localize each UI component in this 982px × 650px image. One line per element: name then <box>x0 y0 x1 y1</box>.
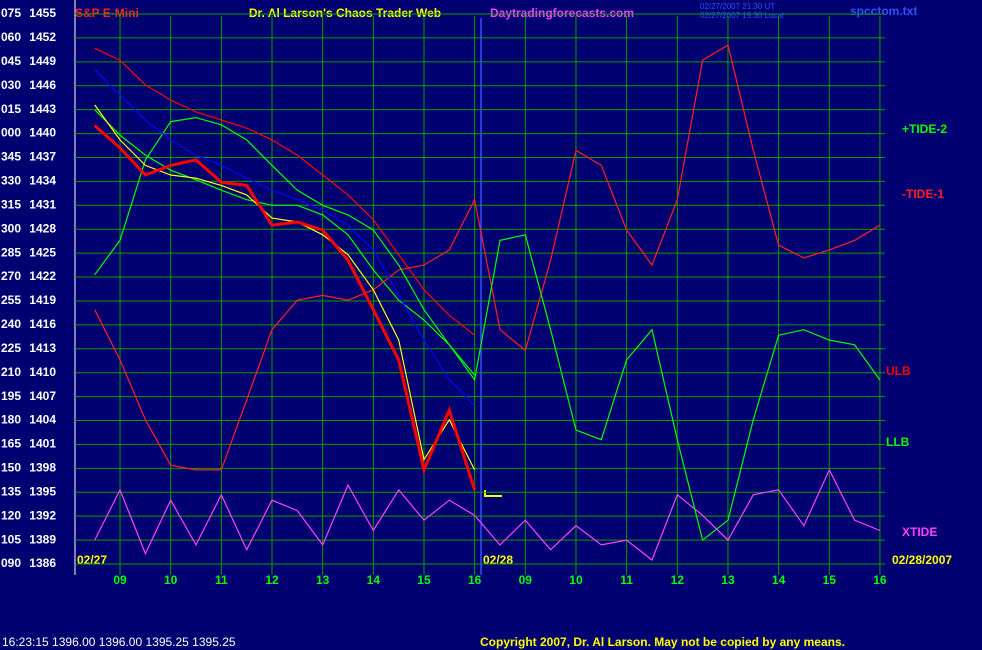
y-tick-label: 1413 <box>29 341 56 355</box>
x-tick-label: 10 <box>164 573 178 587</box>
angle-label: 285 <box>1 245 21 259</box>
legend-label: XTIDE <box>902 525 937 539</box>
website: Daytradingforecasts.com <box>490 6 634 20</box>
legend-label: ULB <box>886 364 911 378</box>
y-tick-label: 1392 <box>29 508 56 522</box>
angle-label: 135 <box>1 484 21 498</box>
series-line <box>94 109 476 376</box>
y-tick-label: 1395 <box>29 484 56 498</box>
angle-label: 225 <box>1 341 21 355</box>
date-label: 02/28/2007 <box>892 553 952 567</box>
y-tick-label: 1428 <box>29 221 56 235</box>
file-name: spcctom.txt <box>850 4 917 18</box>
series-line <box>94 69 476 406</box>
y-tick-label: 1440 <box>29 126 56 140</box>
y-tick-label: 1425 <box>29 245 56 259</box>
status-line: 16:23:15 1396.00 1396.00 1395.25 1395.25 <box>2 635 236 649</box>
angle-label: 270 <box>1 269 21 283</box>
angle-label: 210 <box>1 365 21 379</box>
x-tick-label: 13 <box>316 573 330 587</box>
angle-label: 195 <box>1 389 21 403</box>
legend-label: LLB <box>886 435 910 449</box>
angle-label: 180 <box>1 413 21 427</box>
angle-label: 150 <box>1 461 21 475</box>
timestamp: 02/27/2007 15:30 Local <box>700 11 784 20</box>
y-tick-label: 1434 <box>29 174 56 188</box>
angle-label: 120 <box>1 508 21 522</box>
y-tick-label: 1416 <box>29 317 56 331</box>
y-tick-label: 1443 <box>29 102 56 116</box>
x-tick-label: 14 <box>772 573 786 587</box>
y-tick-label: 1449 <box>29 54 56 68</box>
y-tick-label: 1404 <box>29 413 56 427</box>
date-label: 02/27 <box>77 553 107 567</box>
x-tick-label: 13 <box>721 573 735 587</box>
series-line <box>94 116 881 542</box>
angle-label: 060 <box>1 30 21 44</box>
x-tick-label: 16 <box>873 573 887 587</box>
y-tick-label: 1389 <box>29 532 56 546</box>
x-tick-label: 15 <box>417 573 431 587</box>
x-tick-label: 12 <box>671 573 685 587</box>
legend-label: +TIDE-2 <box>902 122 947 136</box>
y-tick-label: 1419 <box>29 293 56 307</box>
x-tick-label: 12 <box>265 573 279 587</box>
legend-label: -TIDE-1 <box>902 187 944 201</box>
series-line <box>94 47 475 336</box>
angle-label: 030 <box>1 78 21 92</box>
x-tick-label: 14 <box>367 573 381 587</box>
y-tick-label: 1452 <box>29 30 56 44</box>
x-tick-label: 09 <box>113 573 127 587</box>
angle-label: 255 <box>1 293 21 307</box>
angle-label: 075 <box>1 6 21 20</box>
angle-label: 000 <box>1 126 21 140</box>
series-line <box>94 468 881 561</box>
angle-label: 300 <box>1 221 21 235</box>
series-line <box>93 124 477 491</box>
angle-label: 045 <box>1 54 21 68</box>
x-tick-label: 11 <box>620 573 633 587</box>
angle-label: 165 <box>1 437 21 451</box>
angle-label: 105 <box>1 532 21 546</box>
y-tick-label: 1398 <box>29 461 56 475</box>
angle-label: 330 <box>1 174 21 188</box>
y-tick-label: 1431 <box>29 197 56 211</box>
y-tick-label: 1407 <box>29 389 56 403</box>
x-tick-label: 15 <box>823 573 837 587</box>
y-tick-label: 1446 <box>29 78 56 92</box>
y-tick-label: 1422 <box>29 269 56 283</box>
y-tick-label: 1401 <box>29 437 56 451</box>
angle-label: 015 <box>1 102 21 116</box>
x-tick-label: 16 <box>468 573 482 587</box>
x-tick-label: 10 <box>569 573 583 587</box>
y-tick-label: 1386 <box>29 556 56 570</box>
angle-label: 315 <box>1 197 21 211</box>
y-tick-label: 1410 <box>29 365 56 379</box>
instrument: S&P E-Mini <box>75 6 139 20</box>
angle-label: 345 <box>1 150 21 164</box>
chart-title: Dr. Al Larson's Chaos Trader Web <box>249 6 441 20</box>
copyright: Copyright 2007, Dr. Al Larson. May not b… <box>480 635 845 649</box>
y-tick-label: 1455 <box>29 6 56 20</box>
y-tick-label: 1437 <box>29 150 56 164</box>
x-tick-label: 09 <box>519 573 533 587</box>
x-tick-label: 11 <box>215 573 228 587</box>
date-label: 02/28 <box>483 553 513 567</box>
timestamp: 02/27/2007 21:30 UT <box>700 2 775 11</box>
series-line <box>94 44 881 471</box>
angle-label: 090 <box>1 556 21 570</box>
angle-label: 240 <box>1 317 21 331</box>
